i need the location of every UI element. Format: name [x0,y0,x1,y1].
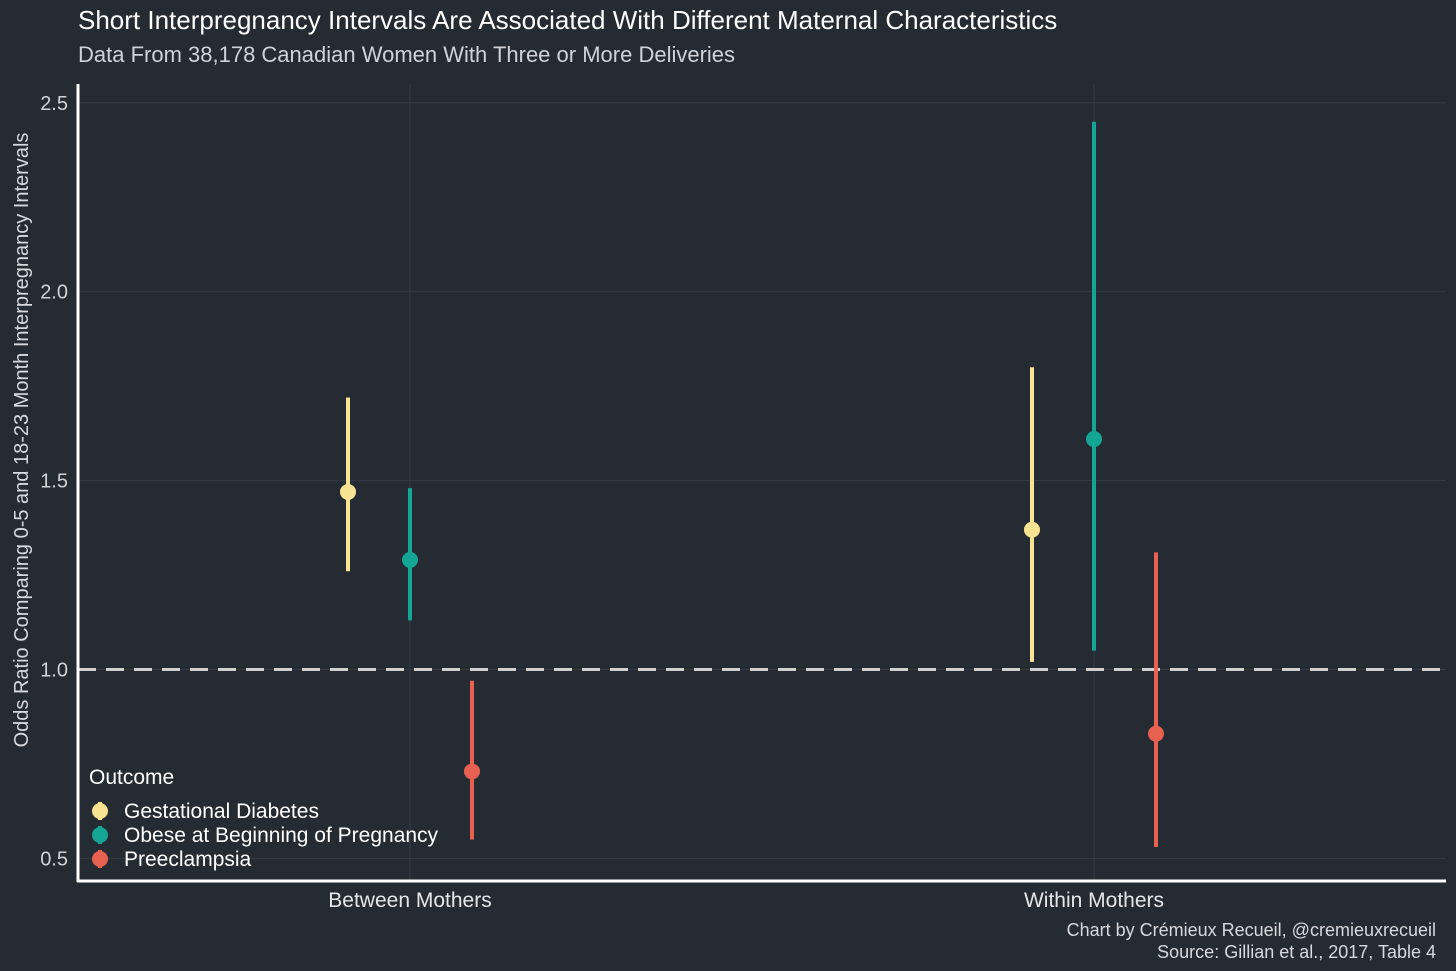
caption-source: Source: Gillian et al., 2017, Table 4 [1157,942,1436,962]
estimate-point [340,483,356,500]
point-range-preeclampsia [464,680,480,840]
legend-item: Obese at Beginning of Pregnancy [92,824,439,847]
chart-title: Short Interpregnancy Intervals Are Assoc… [78,5,1057,35]
x-category-label: Within Mothers [1024,889,1164,912]
y-tick-labels: 0.5 1.0 1.5 2.0 2.5 [40,93,68,870]
point-range-obese-at-beginning-of-pregnancy [1086,121,1102,651]
legend-label: Preeclampsia [124,848,252,871]
chart-subtitle: Data From 38,178 Canadian Women With Thr… [78,42,735,67]
legend-item: Gestational Diabetes [92,800,319,823]
legend-title: Outcome [89,766,174,789]
x-category-labels: Between Mothers Within Mothers [328,889,1164,912]
y-tick-label: 2.0 [40,282,68,304]
point-range-obese-at-beginning-of-pregnancy [402,488,418,621]
estimate-point [464,763,480,780]
y-tick-label: 1.5 [40,471,68,493]
estimate-point [402,551,418,568]
estimate-point [1148,725,1164,742]
y-tick-label: 2.5 [40,93,68,115]
legend-label: Obese at Beginning of Pregnancy [124,824,439,847]
estimate-point [1024,521,1040,538]
point-range-gestational-diabetes [340,397,356,572]
x-category-label: Between Mothers [328,889,491,912]
y-axis-label: Odds Ratio Comparing 0-5 and 18-23 Month… [11,133,33,748]
legend-key-point [92,803,108,819]
legend-item: Preeclampsia [92,848,252,871]
point-ranges [340,121,1164,848]
point-range-gestational-diabetes [1024,367,1040,662]
legend-key-point [92,851,108,867]
legend-key-point [92,827,108,843]
y-tick-label: 1.0 [40,659,68,681]
axes [76,84,1446,883]
caption-author: Chart by Crémieux Recueil, @cremieuxrecu… [1067,920,1436,940]
estimate-point [1086,431,1102,448]
legend-label: Gestational Diabetes [124,800,319,823]
point-range-preeclampsia [1148,552,1164,848]
y-tick-label: 0.5 [40,848,68,870]
